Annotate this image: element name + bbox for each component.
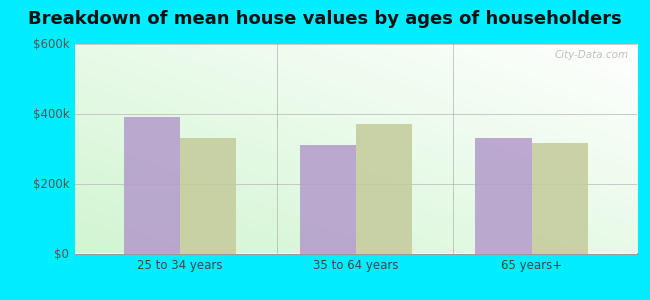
Text: Breakdown of mean house values by ages of householders: Breakdown of mean house values by ages o… [28, 11, 622, 28]
Bar [356, 124, 412, 254]
Bar [300, 145, 356, 254]
Text: City-Data.com: City-Data.com [554, 50, 629, 60]
Bar [180, 138, 237, 254]
Bar [124, 117, 180, 254]
Bar [532, 143, 588, 254]
Bar [475, 138, 532, 254]
